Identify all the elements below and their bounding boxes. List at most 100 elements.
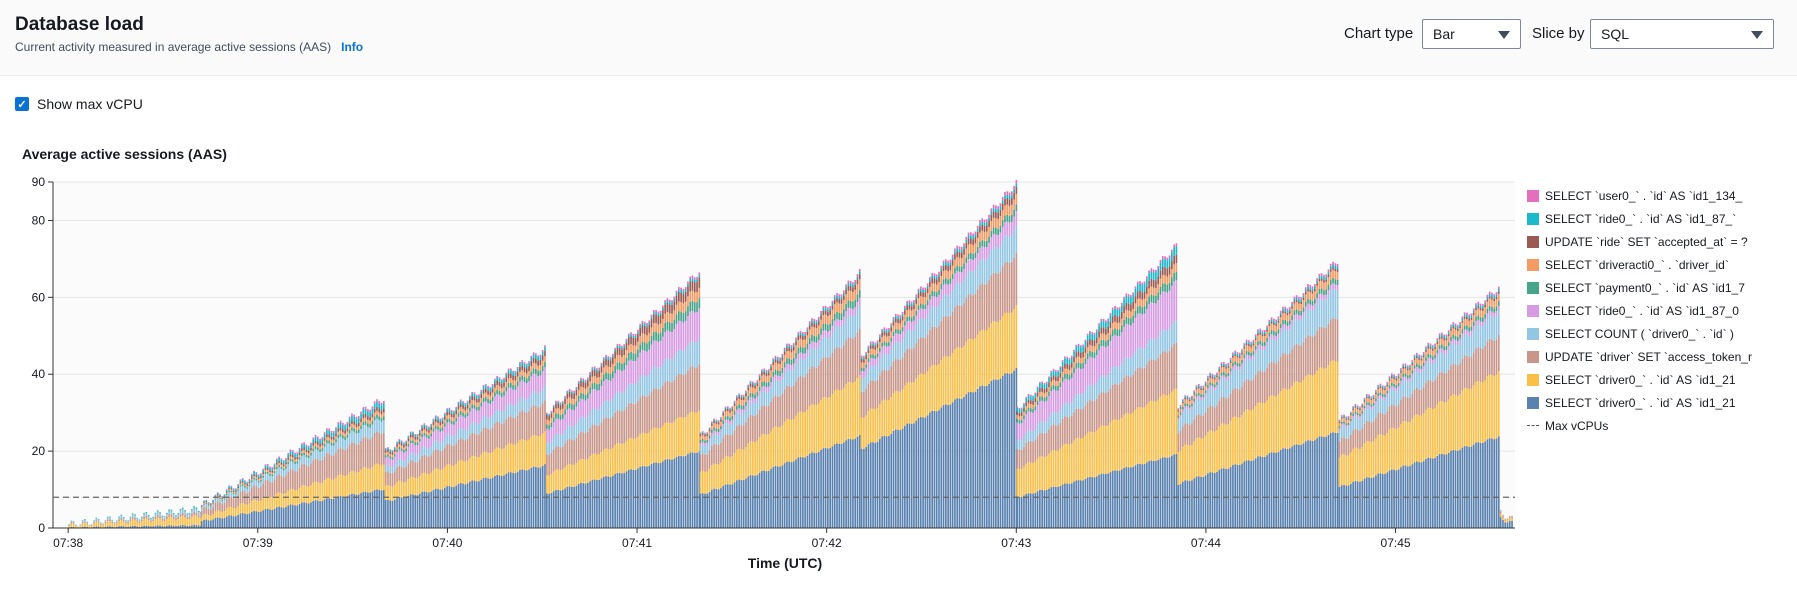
bar-segment — [418, 438, 421, 442]
bar-segment — [682, 312, 685, 323]
bar-segment — [788, 369, 791, 387]
bar-segment — [166, 519, 168, 526]
bar-segment — [541, 389, 544, 404]
bar-segment — [1136, 291, 1139, 299]
bar-segment — [593, 453, 596, 480]
bar-segment — [1193, 401, 1196, 405]
bar-segment — [659, 462, 662, 528]
bar-segment — [1107, 425, 1109, 474]
bar-segment — [475, 396, 478, 399]
bar-segment — [1145, 276, 1148, 279]
bar-segment — [575, 423, 578, 438]
bar-segment — [754, 388, 756, 395]
bar-segment — [715, 444, 718, 464]
bar-segment — [1173, 343, 1175, 390]
bar-segment — [858, 274, 861, 280]
bar-segment — [122, 521, 125, 527]
bar-segment — [655, 427, 657, 463]
bar-segment — [421, 427, 423, 432]
bar-segment — [1232, 354, 1234, 357]
bar-segment — [225, 508, 228, 517]
bar-segment — [1027, 403, 1030, 408]
bar-segment — [207, 502, 210, 503]
bar-segment — [698, 287, 701, 299]
bar-segment — [1216, 377, 1218, 382]
bar-segment — [459, 438, 462, 460]
bar-segment — [77, 527, 79, 528]
bar-segment — [1032, 463, 1034, 494]
bar-segment — [380, 434, 383, 466]
bar-segment — [219, 517, 221, 528]
bar-segment — [525, 470, 528, 528]
bar-segment — [523, 440, 526, 470]
bar-segment — [833, 390, 836, 445]
bar-segment — [1004, 222, 1006, 236]
bar-segment — [303, 485, 305, 503]
bar-segment — [1136, 306, 1139, 314]
bar-segment — [344, 439, 346, 451]
bar-segment — [339, 430, 342, 434]
slice-by-select[interactable]: SQL — [1590, 19, 1774, 49]
bar-segment — [246, 485, 249, 488]
bar-segment — [983, 386, 986, 528]
bar-segment — [580, 392, 582, 399]
chart-type-select[interactable]: Bar — [1422, 19, 1521, 49]
bar-segment — [523, 363, 526, 368]
bar-segment — [892, 430, 895, 528]
bar-segment — [1209, 405, 1212, 431]
info-link[interactable]: Info — [341, 40, 364, 54]
bar-segment — [842, 323, 845, 346]
bar-segment — [811, 320, 813, 323]
bar-segment — [414, 445, 417, 455]
bar-segment — [1213, 375, 1216, 377]
bar-segment — [637, 331, 639, 334]
bar-segment — [1130, 318, 1132, 326]
bar-segment — [464, 410, 467, 415]
bar-segment — [1229, 374, 1232, 394]
bar-segment — [228, 488, 230, 490]
bar-segment — [713, 427, 715, 431]
bar-segment — [1045, 381, 1048, 384]
bar-segment — [820, 313, 822, 316]
bar-segment — [913, 423, 915, 528]
bar-segment — [250, 487, 253, 501]
bar-segment — [544, 400, 546, 432]
bar-segment — [1043, 393, 1046, 398]
bar-segment — [607, 418, 610, 449]
bar-segment — [1043, 383, 1046, 385]
bar-segment — [393, 464, 396, 472]
bar-segment — [1105, 320, 1107, 323]
bar-segment — [466, 439, 469, 461]
bar-segment — [172, 525, 175, 528]
bar-segment — [799, 332, 802, 335]
bar-segment — [134, 514, 136, 516]
bar-segment — [680, 350, 682, 375]
bar-segment — [266, 469, 269, 472]
bar-segment — [815, 405, 818, 454]
bar-segment — [749, 383, 752, 387]
bar-segment — [421, 424, 423, 426]
bar-segment — [822, 306, 825, 309]
bar-segment — [441, 418, 444, 421]
bar-segment — [736, 400, 738, 406]
bar-segment — [1148, 270, 1150, 274]
bar-segment — [1202, 399, 1205, 416]
bar-segment — [678, 320, 680, 350]
bar-segment — [668, 299, 671, 302]
show-max-vcpu-option[interactable]: ✓ Show max vCPU — [15, 96, 143, 112]
show-max-vcpu-checkbox[interactable]: ✓ — [15, 97, 29, 111]
bar-segment — [214, 497, 217, 499]
bar-segment — [600, 364, 603, 367]
bar-segment — [881, 346, 883, 355]
bar-segment — [328, 443, 331, 454]
bar-segment — [219, 499, 221, 503]
bar-segment — [1155, 460, 1157, 528]
bar-segment — [731, 434, 734, 457]
bar-segment — [1109, 388, 1112, 423]
bar-segment — [550, 413, 553, 418]
bar-segment — [273, 467, 276, 470]
bar-segment — [414, 495, 417, 528]
bar-segment — [341, 429, 344, 433]
bar-segment — [1109, 313, 1112, 316]
bar-segment — [659, 341, 662, 368]
